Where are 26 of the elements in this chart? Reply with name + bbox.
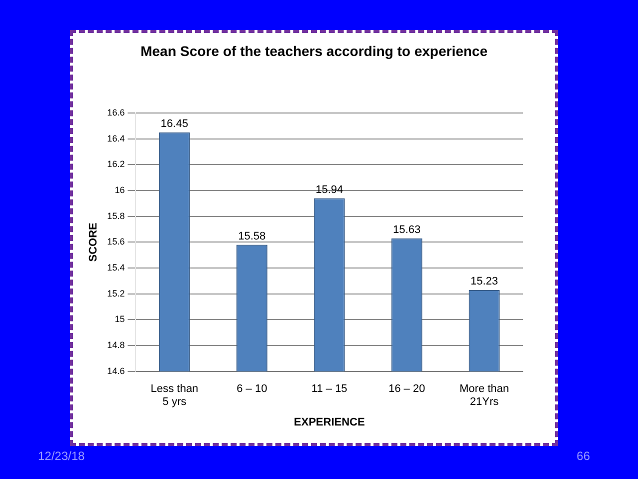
y-axis-title: SCORE — [88, 222, 100, 262]
y-tick-label: 14.8 — [107, 340, 125, 350]
data-label: 15.23 — [470, 276, 498, 288]
y-tick-label: 14.6 — [107, 366, 125, 376]
x-tick-label: Less than 5 yrs — [150, 383, 198, 408]
y-tick-label: 16.6 — [107, 107, 125, 118]
y-tick-label: 15 — [114, 314, 125, 324]
y-tick-label: 15.6 — [107, 236, 125, 247]
y-tick-label: 15.4 — [107, 262, 125, 273]
x-tick-label: More than 21Yrs — [460, 383, 510, 408]
text: 66 — [576, 449, 590, 463]
chart-title: Mean Score of the teachers according to experience — [139, 43, 488, 59]
y-tick-label: 16 — [114, 185, 125, 196]
data-label: 16.45 — [160, 118, 188, 130]
data-label: 15.94 — [316, 184, 344, 196]
data-label: 15.63 — [393, 224, 421, 236]
y-tick-label: 16.4 — [107, 133, 125, 144]
x-axis-title: EXPERIENCE — [294, 416, 365, 428]
y-tick-label: 15.2 — [107, 288, 125, 298]
y-tick-label: 15.8 — [107, 210, 125, 221]
text: 12/23/18 — [38, 449, 85, 463]
x-tick-label: 16 – 20 — [388, 383, 426, 396]
data-label: 15.58 — [238, 230, 266, 242]
x-tick-label: 6 – 10 — [236, 383, 268, 396]
x-tick-label: 11 – 15 — [311, 383, 348, 396]
y-tick-label: 16.2 — [107, 159, 125, 170]
